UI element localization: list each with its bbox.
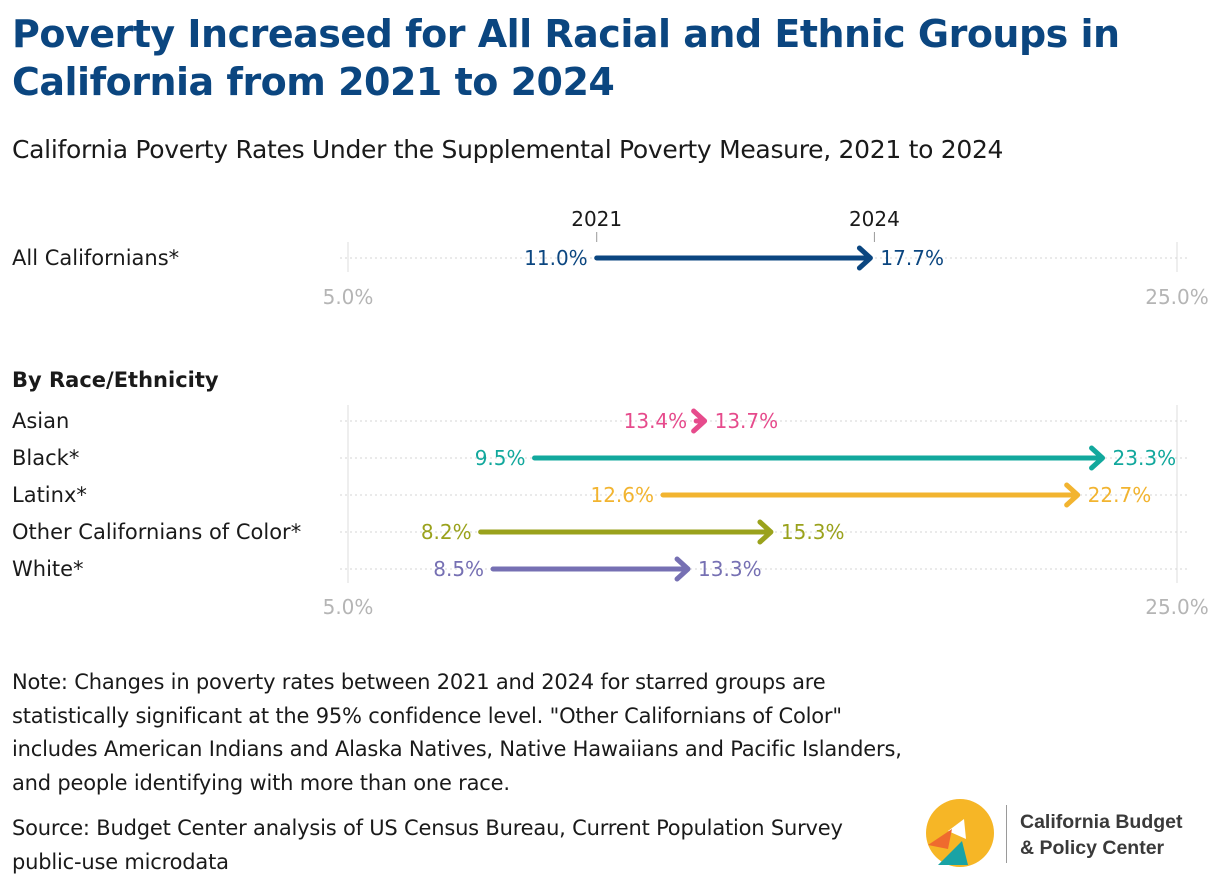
x-tick-label: 5.0% — [323, 595, 374, 619]
start-value-label: 9.5% — [475, 446, 526, 470]
arrow-head — [674, 556, 691, 582]
section-heading: By Race/Ethnicity — [12, 368, 219, 392]
row-label: All Californians* — [12, 246, 179, 270]
row-label: Black* — [12, 446, 79, 470]
arrow-head — [757, 519, 774, 545]
arrow-head — [1064, 482, 1081, 508]
logo-mark-icon — [926, 799, 994, 867]
chart-source: Source: Budget Center analysis of US Cen… — [12, 816, 843, 874]
logo-divider — [1006, 805, 1007, 863]
year-label-end: 2024 — [849, 207, 900, 231]
start-value-label: 8.5% — [433, 557, 484, 581]
arrow-head — [1089, 445, 1106, 471]
end-value-label: 23.3% — [1113, 446, 1177, 470]
chart-title: Poverty Increased for All Racial and Eth… — [12, 12, 1120, 104]
start-value-label: 11.0% — [524, 246, 588, 270]
logo-line-1: California Budget — [1020, 811, 1183, 833]
row-label: Asian — [12, 409, 69, 433]
end-value-label: 13.7% — [715, 409, 779, 433]
end-value-label: 13.3% — [698, 557, 762, 581]
logo: California Budget & Policy Center — [918, 795, 1208, 875]
x-tick-label: 5.0% — [323, 285, 374, 309]
end-value-label: 22.7% — [1088, 483, 1152, 507]
year-label-start: 2021 — [571, 207, 622, 231]
arrow-head — [691, 408, 708, 434]
start-value-label: 8.2% — [421, 520, 472, 544]
x-tick-label: 25.0% — [1145, 595, 1209, 619]
logo-text: California Budget & Policy Center — [1020, 809, 1183, 861]
logo-line-2: & Policy Center — [1020, 837, 1165, 859]
chart-subtitle: California Poverty Rates Under the Suppl… — [12, 135, 1004, 164]
end-value-label: 17.7% — [880, 246, 944, 270]
start-value-label: 12.6% — [590, 483, 654, 507]
row-label: Other Californians of Color* — [12, 520, 301, 544]
start-value-label: 13.4% — [624, 409, 688, 433]
row-label: White* — [12, 557, 84, 581]
end-value-label: 15.3% — [781, 520, 845, 544]
chart-area: 5.0% 25.0% All Californians* 11.0% 17.7% 2021… — [12, 207, 1209, 619]
row-label: Latinx* — [12, 483, 87, 507]
chart-note: Note: Changes in poverty rates between 2… — [12, 670, 902, 795]
arrow-head — [856, 245, 873, 271]
x-tick-label: 25.0% — [1145, 285, 1209, 309]
